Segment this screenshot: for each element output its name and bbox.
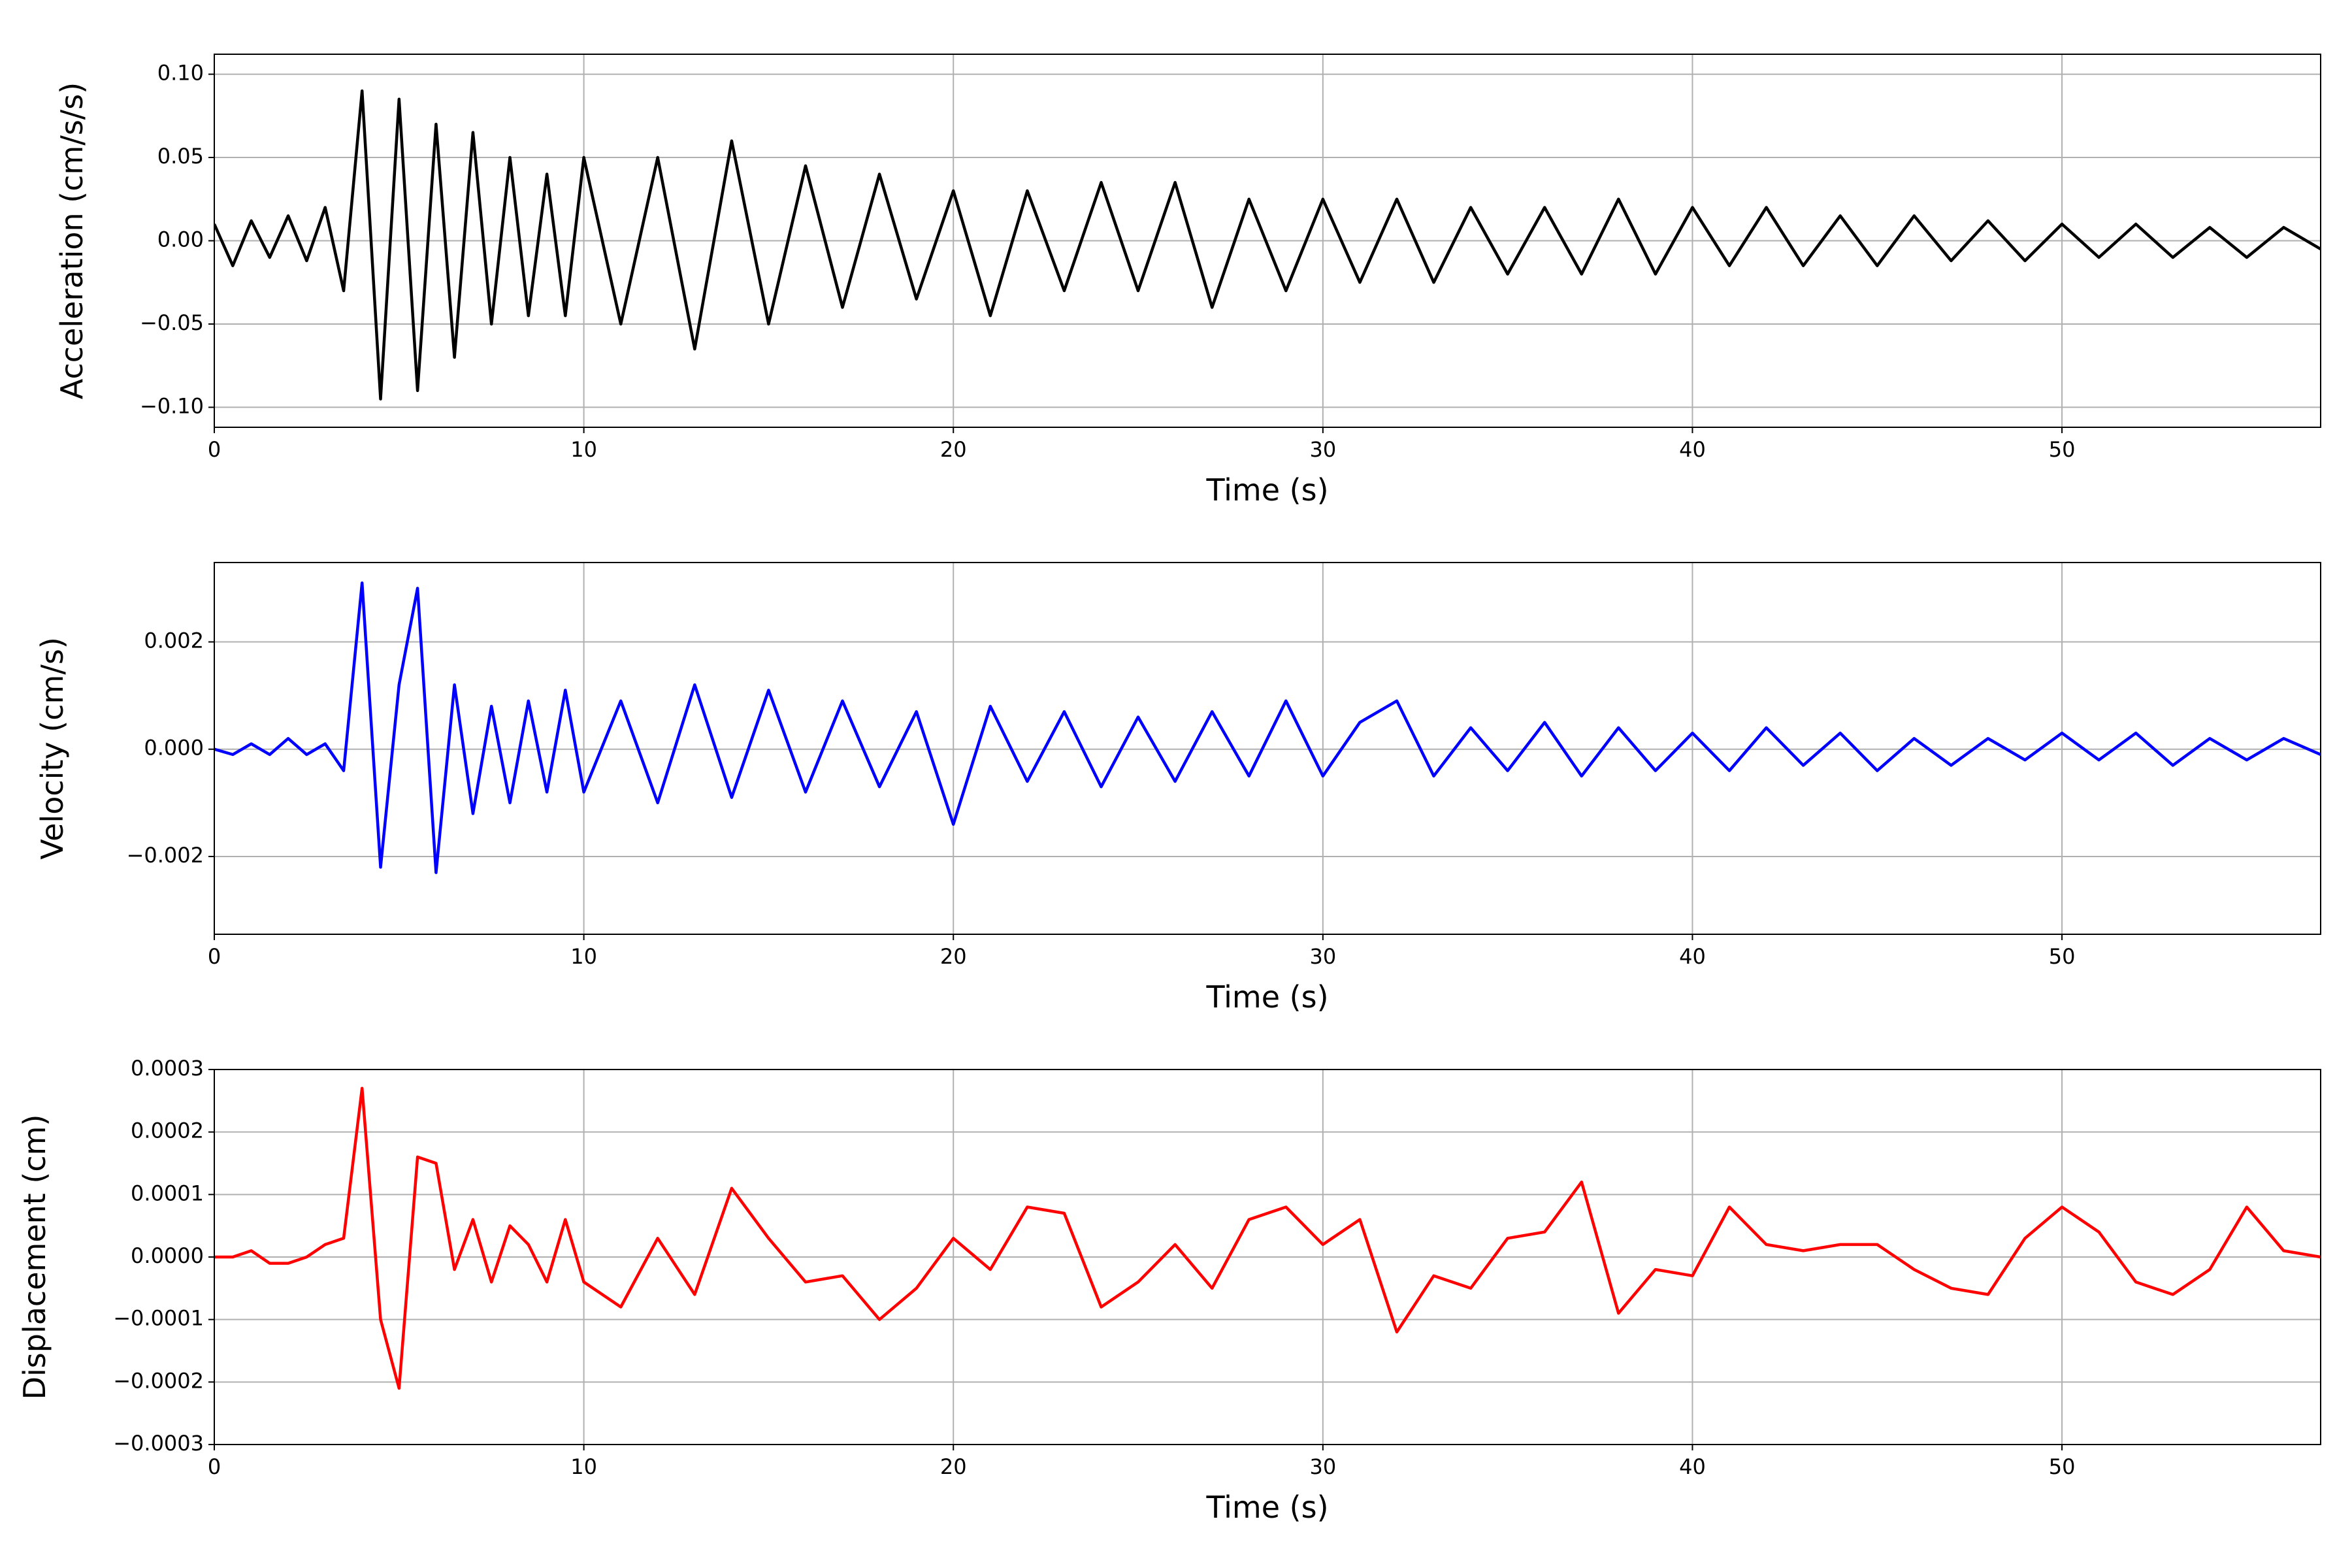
x-tick-label: 0 — [208, 437, 221, 462]
x-tick-label: 50 — [2049, 437, 2076, 462]
data-line — [214, 89, 2321, 400]
data-line — [214, 581, 2321, 874]
x-tick-label: 50 — [2049, 1454, 2076, 1479]
y-tick-label: 0.0003 — [131, 1056, 204, 1081]
y-tick-label: 0.000 — [144, 736, 204, 760]
x-tick-label: 20 — [940, 1454, 967, 1479]
x-tick-label: 20 — [940, 437, 967, 462]
y-tick-label: −0.0002 — [113, 1368, 204, 1393]
x-tick-label: 50 — [2049, 944, 2076, 969]
x-tick-label: 40 — [1679, 1454, 1706, 1479]
y-tick-label: 0.00 — [157, 227, 204, 252]
x-axis-label: Time (s) — [1205, 979, 1328, 1015]
y-axis-label: Displacement (cm) — [17, 1115, 52, 1400]
y-axis-label: Acceleration (cm/s/s) — [54, 82, 90, 399]
x-tick-label: 30 — [1309, 944, 1336, 969]
x-tick-label: 40 — [1679, 437, 1706, 462]
y-tick-label: 0.10 — [157, 61, 204, 86]
y-tick-label: 0.0000 — [131, 1243, 204, 1268]
axes-frame — [214, 54, 2321, 428]
x-tick-label: 10 — [570, 944, 597, 969]
x-tick-label: 10 — [570, 437, 597, 462]
y-tick-label: −0.0003 — [113, 1431, 204, 1456]
axes-frame — [214, 1069, 2321, 1445]
y-tick-label: 0.05 — [157, 144, 204, 169]
x-tick-label: 10 — [570, 1454, 597, 1479]
data-line — [214, 1086, 2321, 1390]
x-tick-label: 30 — [1309, 1454, 1336, 1479]
y-tick-label: −0.002 — [127, 843, 204, 868]
y-tick-label: −0.10 — [140, 393, 204, 418]
x-tick-label: 40 — [1679, 944, 1706, 969]
y-tick-label: 0.0001 — [131, 1181, 204, 1205]
x-axis-label: Time (s) — [1205, 1490, 1328, 1525]
x-tick-label: 20 — [940, 944, 967, 969]
x-tick-label: 30 — [1309, 437, 1336, 462]
y-tick-label: −0.05 — [140, 310, 204, 335]
y-tick-label: 0.0002 — [131, 1119, 204, 1143]
y-tick-label: 0.002 — [144, 629, 204, 653]
x-tick-label: 0 — [208, 1454, 221, 1479]
y-tick-label: −0.0001 — [113, 1306, 204, 1331]
axes-frame — [214, 562, 2321, 935]
y-axis-label: Velocity (cm/s) — [35, 637, 70, 860]
x-axis-label: Time (s) — [1205, 472, 1328, 508]
x-tick-label: 0 — [208, 944, 221, 969]
